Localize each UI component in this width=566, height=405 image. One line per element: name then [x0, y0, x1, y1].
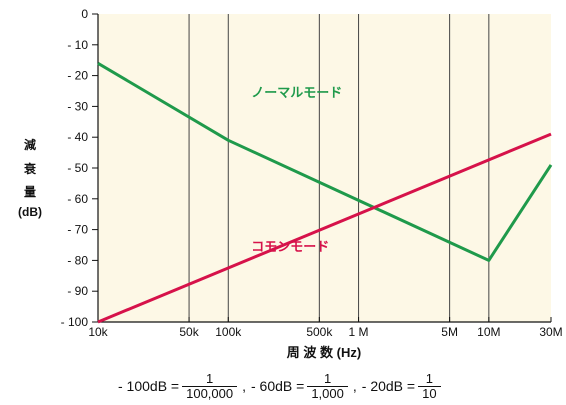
x-tick-label: 500k	[306, 325, 333, 339]
db-value: - 60dB =	[251, 378, 305, 394]
common-mode-line	[97, 132, 552, 324]
ratio-fraction: 1 10	[418, 370, 441, 401]
y-tick-label: - 30	[67, 99, 88, 113]
separator: ,	[352, 378, 357, 394]
y-tick-label: - 10	[67, 38, 88, 52]
fraction-numerator: 1	[323, 370, 332, 386]
x-tick-label: 100k	[215, 325, 242, 339]
y-axis-unit: (dB)	[18, 205, 42, 219]
x-tick-label: 10M	[477, 325, 500, 339]
db-conversion-60: - 60dB = 1 1,000	[251, 370, 348, 401]
fraction-denominator: 100,000	[182, 385, 238, 401]
ratio-fraction: 1 100,000	[182, 370, 238, 401]
db-conversion-20: - 20dB = 1 10	[361, 370, 441, 401]
x-tick-label: 5M	[441, 325, 458, 339]
fraction-numerator: 1	[425, 370, 433, 386]
y-tick-label: - 50	[67, 161, 88, 175]
fraction-denominator: 10	[418, 385, 441, 401]
y-tick-label: - 100	[61, 315, 89, 329]
y-tick-label: - 90	[67, 284, 88, 298]
y-tick-label: - 80	[67, 253, 88, 267]
fraction-denominator: 1,000	[307, 385, 348, 401]
y-tick-label: - 20	[67, 69, 88, 83]
y-axis-label-char: 量	[24, 185, 36, 199]
y-tick-label: - 40	[67, 130, 88, 144]
common-mode-label: コモンモード	[251, 239, 329, 254]
y-axis-label-char: 衰	[23, 161, 37, 176]
ratio-fraction: 1 1,000	[307, 370, 348, 401]
x-tick-label: 10k	[88, 325, 108, 339]
db-conversion-100: - 100dB = 1 100,000	[118, 370, 238, 401]
y-tick-label: 0	[81, 7, 88, 21]
y-axis-label-char: 減	[24, 137, 36, 152]
y-tick-label: - 70	[67, 223, 88, 237]
db-value: - 100dB =	[118, 378, 180, 394]
x-tick-label: 30M	[539, 325, 562, 339]
db-conversion-note: - 100dB = 1 100,000 , - 60dB = 1 1,000 ,…	[118, 368, 558, 404]
x-axis-label: 周 波 数 (Hz)	[287, 345, 361, 360]
y-tick-label: - 60	[67, 192, 88, 206]
normal-mode-line	[97, 62, 553, 262]
fraction-numerator: 1	[205, 370, 214, 386]
x-tick-label: 50k	[179, 325, 199, 339]
separator: ,	[242, 378, 246, 394]
x-tick-label: 1 M	[349, 325, 369, 339]
db-value: - 20dB =	[361, 378, 416, 394]
normal-mode-label: ノーマルモード	[251, 85, 342, 100]
plot-background	[98, 14, 551, 322]
attenuation-chart: 0 - 10 - 20 - 30 - 40 - 50 - 60 - 70 - 80 - 90 - 1…	[18, 7, 563, 360]
